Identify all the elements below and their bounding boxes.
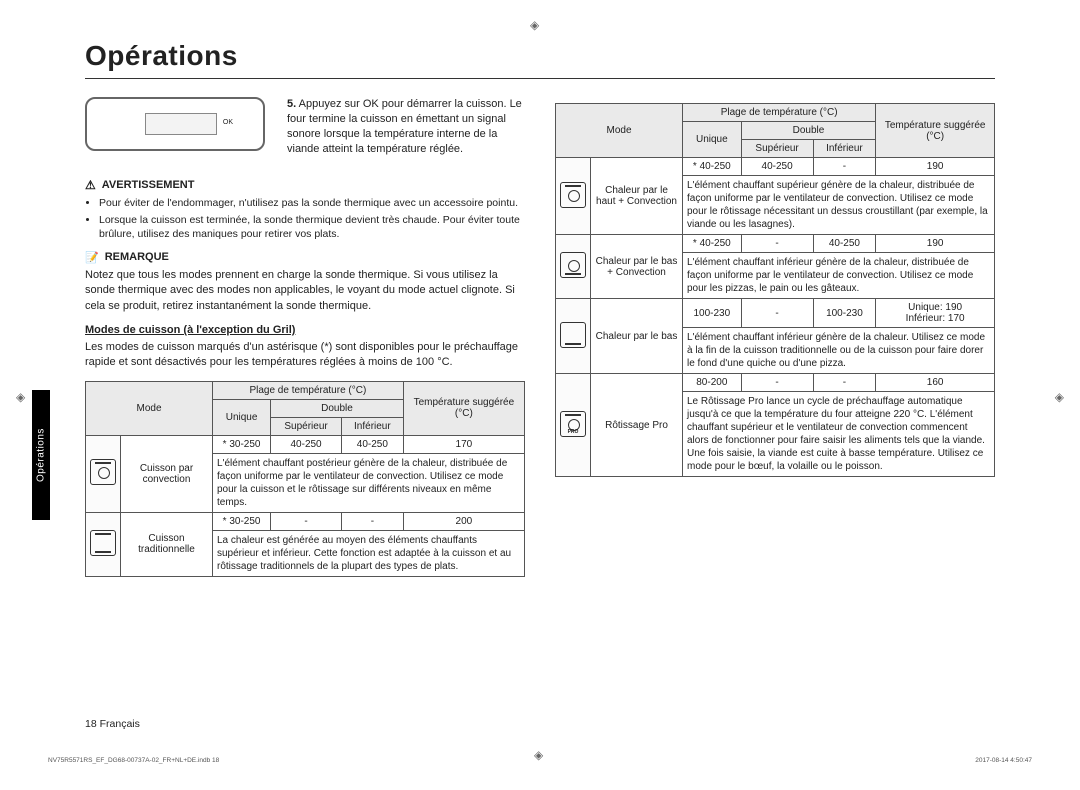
range-inf: 100-230 <box>813 299 876 328</box>
mode-name: Chaleur par le bas + Convection <box>591 235 683 299</box>
range-unique: * 30-250 <box>213 435 271 453</box>
th-range: Plage de température (°C) <box>213 381 404 399</box>
mode-icon-cell <box>556 299 591 374</box>
suggested-temp: 170 <box>403 435 524 453</box>
th-inf: Inférieur <box>813 140 876 158</box>
range-sup: 40-250 <box>741 158 813 176</box>
mode-name: Chaleur par le bas <box>591 299 683 374</box>
right-column: Mode Plage de température (°C) Températu… <box>555 97 995 577</box>
suggested-temp: 190 <box>876 235 995 253</box>
range-sup: - <box>741 299 813 328</box>
range-inf: - <box>813 374 876 392</box>
range-sup: 40-250 <box>271 435 342 453</box>
page-title: Opérations <box>85 40 995 72</box>
th-double: Double <box>271 399 404 417</box>
suggested-temp: Unique: 190 Inférieur: 170 <box>876 299 995 328</box>
range-unique: * 40-250 <box>683 158 742 176</box>
range-inf: - <box>813 158 876 176</box>
th-mode: Mode <box>86 381 213 435</box>
mode-icon-cell <box>556 235 591 299</box>
mode-description: Le Rôtissage Pro lance un cycle de préch… <box>683 392 995 477</box>
mode-icon-cell: PRO <box>556 374 591 477</box>
page-footer: 18 Français <box>85 718 140 730</box>
suggested-temp: 160 <box>876 374 995 392</box>
th-suggested: Température suggérée (°C) <box>403 381 524 435</box>
mode-icon <box>560 322 586 348</box>
th-unique: Unique <box>683 122 742 158</box>
mode-name: Cuisson traditionnelle <box>121 512 213 576</box>
mode-description: L'élément chauffant inférieur génère de … <box>683 253 995 299</box>
crop-mark-bottom: ◈ <box>534 748 543 762</box>
cooking-modes-intro: Les modes de cuisson marqués d'un astéri… <box>85 340 525 371</box>
mode-icon-cell <box>86 435 121 512</box>
remark-text: Notez que tous les modes prennent en cha… <box>85 268 525 314</box>
mode-description: L'élément chauffant supérieur génère de … <box>683 176 995 235</box>
warning-icon <box>85 178 96 192</box>
mode-icon <box>90 459 116 485</box>
th-inf: Inférieur <box>341 417 403 435</box>
warning-item: Lorsque la cuisson est terminée, la sond… <box>99 213 525 241</box>
range-sup: - <box>741 374 813 392</box>
crop-mark-top: ◈ <box>530 18 539 32</box>
mode-icon <box>560 182 586 208</box>
range-inf: 40-250 <box>341 435 403 453</box>
th-sup: Supérieur <box>741 140 813 158</box>
mode-icon <box>560 252 586 278</box>
th-unique: Unique <box>213 399 271 435</box>
crop-mark-right: ◈ <box>1055 390 1064 404</box>
mode-icon <box>90 530 116 556</box>
oven-display-illustration: OK <box>85 97 265 151</box>
range-sup: - <box>741 235 813 253</box>
left-column: OK 5. Appuyez sur OK pour démarrer la cu… <box>85 97 525 577</box>
range-inf: - <box>341 512 403 530</box>
remark-heading: REMARQUE <box>85 251 525 264</box>
mode-name: Chaleur par le haut + Convection <box>591 158 683 235</box>
th-range: Plage de température (°C) <box>683 104 876 122</box>
print-filename: NV75R5571RS_EF_DG68-00737A-02_FR+NL+DE.i… <box>48 757 219 764</box>
th-suggested: Température suggérée (°C) <box>876 104 995 158</box>
range-unique: * 30-250 <box>213 512 271 530</box>
cooking-modes-heading: Modes de cuisson (à l'exception du Gril) <box>85 324 525 336</box>
suggested-temp: 200 <box>403 512 524 530</box>
crop-mark-left: ◈ <box>16 390 25 404</box>
th-sup: Supérieur <box>271 417 342 435</box>
range-sup: - <box>271 512 342 530</box>
warning-heading: AVERTISSEMENT <box>85 178 525 192</box>
range-unique: 100-230 <box>683 299 742 328</box>
page-content: Opérations OK 5. Appuyez sur OK pour dém… <box>85 40 995 577</box>
note-icon <box>85 251 99 264</box>
range-unique: * 40-250 <box>683 235 742 253</box>
mode-description: L'élément chauffant postérieur génère de… <box>213 453 525 512</box>
print-timestamp: 2017-08-14 4:50:47 <box>975 757 1032 764</box>
section-tab: Opérations <box>32 390 50 520</box>
mode-name: Cuisson par convection <box>121 435 213 512</box>
mode-icon-cell <box>556 158 591 235</box>
range-inf: 40-250 <box>813 235 876 253</box>
mode-description: L'élément chauffant inférieur génère de … <box>683 328 995 374</box>
mode-description: La chaleur est générée au moyen des élém… <box>213 530 525 576</box>
title-rule <box>85 78 995 79</box>
range-unique: 80-200 <box>683 374 742 392</box>
th-double: Double <box>741 122 876 140</box>
th-mode: Mode <box>556 104 683 158</box>
suggested-temp: 190 <box>876 158 995 176</box>
step-5-text: 5. Appuyez sur OK pour démarrer la cuiss… <box>287 97 525 156</box>
warning-list: Pour éviter de l'endommager, n'utilisez … <box>85 196 525 241</box>
modes-table-right: Mode Plage de température (°C) Températu… <box>555 103 995 477</box>
warning-item: Pour éviter de l'endommager, n'utilisez … <box>99 196 525 210</box>
mode-icon: PRO <box>560 411 586 437</box>
mode-icon-cell <box>86 512 121 576</box>
modes-table-left: Mode Plage de température (°C) Températu… <box>85 381 525 577</box>
mode-name: Rôtissage Pro <box>591 374 683 477</box>
